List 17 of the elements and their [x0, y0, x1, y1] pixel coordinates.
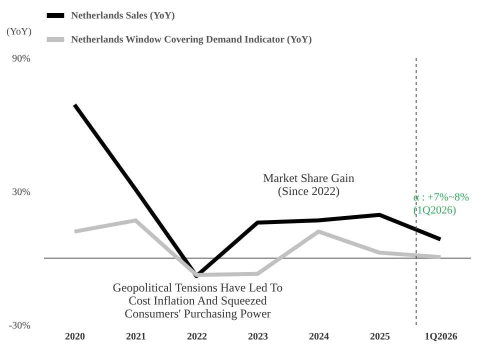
- annotation: α : +7%~8% (1Q2026): [413, 192, 470, 216]
- annotation: Market Share Gain (Since 2022): [263, 170, 354, 198]
- x-tick-label: 2022: [187, 332, 207, 342]
- y-axis-title: (YoY): [6, 26, 32, 38]
- annotation: Geopolitical Tensions Have Led To Cost Inflation And Squeezed Consumers' Purchasing Power: [112, 280, 283, 320]
- x-tick-label: 2025: [370, 332, 390, 342]
- line-series: [72, 218, 442, 277]
- x-tick-label: 2020: [65, 332, 85, 342]
- x-tick-label: 2024: [309, 332, 329, 342]
- y-tick-label: 90%: [12, 54, 30, 64]
- x-tick-label: 2021: [126, 332, 146, 342]
- y-tick-label: -30%: [8, 320, 30, 332]
- legend-label: Netherlands Sales (YoY): [71, 10, 175, 22]
- legend-label: Netherlands Window Covering Demand Indicator (YoY): [71, 34, 312, 46]
- x-tick-label: 1Q2026: [424, 332, 458, 342]
- x-tick-label: 2023: [248, 332, 268, 342]
- y-tick-label: 30%: [12, 187, 30, 198]
